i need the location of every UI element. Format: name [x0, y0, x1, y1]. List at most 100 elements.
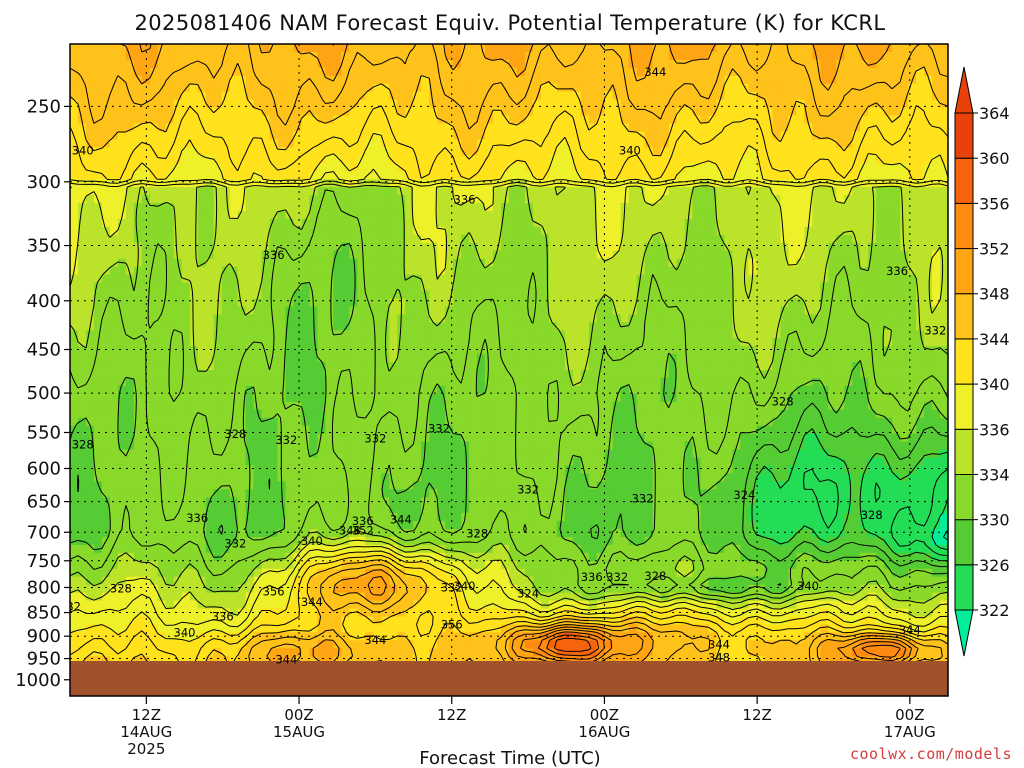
fill-cell — [333, 155, 342, 164]
fill-cell — [357, 147, 366, 156]
fill-cell — [628, 330, 638, 339]
fill-cell — [133, 346, 143, 355]
fill-cell — [892, 298, 901, 307]
fill-cell — [516, 210, 526, 220]
fill-cell — [157, 226, 167, 236]
fill-cell — [820, 83, 829, 93]
fill-cell — [181, 306, 191, 315]
fill-cell — [477, 242, 486, 252]
fill-cell — [876, 83, 885, 93]
fill-cell — [85, 147, 95, 156]
fill-cell — [173, 171, 183, 180]
fill-cell — [588, 306, 598, 315]
fill-cell — [469, 338, 478, 347]
fill-cell — [748, 290, 758, 300]
fill-cell — [540, 155, 550, 164]
fill-cell — [668, 258, 678, 268]
fill-cell — [469, 195, 478, 204]
fill-cell — [596, 218, 606, 228]
fill-cell — [285, 226, 295, 236]
fill-cell — [644, 354, 654, 363]
fill-cell — [844, 314, 853, 323]
fill-cell — [556, 107, 566, 117]
fill-cell — [405, 234, 414, 244]
fill-cell — [365, 274, 374, 284]
fill-cell — [836, 163, 845, 172]
fill-cell — [245, 131, 255, 141]
fill-cell — [852, 218, 861, 228]
fill-cell — [684, 123, 694, 133]
fill-cell — [317, 115, 327, 125]
fill-cell — [421, 385, 430, 395]
fill-cell — [189, 306, 199, 315]
fill-cell — [413, 59, 422, 69]
fill-cell — [189, 393, 199, 403]
fill-cell — [644, 75, 654, 85]
fill-cell — [357, 83, 366, 93]
fill-cell — [676, 139, 686, 148]
fill-cell — [317, 67, 327, 77]
fill-cell — [237, 234, 247, 244]
fill-cell — [564, 354, 574, 363]
fill-cell — [692, 147, 702, 156]
fill-cell — [125, 242, 135, 252]
fill-cell — [397, 258, 406, 268]
fill-cell — [676, 147, 686, 156]
fill-cell — [916, 187, 925, 196]
fill-cell — [157, 298, 167, 307]
fill-cell — [532, 282, 542, 292]
fill-cell — [780, 322, 789, 331]
fill-cell — [277, 250, 287, 260]
fill-cell — [93, 385, 103, 395]
fill-cell — [437, 218, 446, 228]
fill-cell — [141, 298, 151, 307]
fill-cell — [596, 51, 606, 61]
fill-cell — [109, 59, 119, 69]
fill-cell — [277, 147, 287, 156]
fill-cell — [852, 234, 861, 244]
fill-cell — [237, 298, 247, 307]
fill-cell — [501, 282, 510, 292]
fill-cell — [780, 99, 789, 109]
fill-cell — [580, 91, 590, 101]
fill-cell — [173, 322, 183, 331]
fill-cell — [628, 195, 638, 204]
fill-cell — [812, 242, 821, 252]
fill-cell — [365, 139, 374, 148]
fill-cell — [788, 322, 797, 331]
fill-cell — [229, 210, 239, 220]
fill-cell — [181, 226, 191, 236]
fill-cell — [501, 250, 510, 260]
fill-cell — [493, 171, 502, 180]
fill-cell — [245, 274, 255, 284]
fill-cell — [117, 250, 127, 260]
fill-cell — [684, 171, 694, 180]
fill-cell — [756, 91, 766, 101]
fill-cell — [548, 258, 558, 268]
fill-cell — [548, 51, 558, 61]
fill-cell — [333, 123, 342, 133]
fill-cell — [612, 91, 622, 101]
fill-cell — [77, 195, 87, 204]
fill-cell — [157, 155, 167, 164]
fill-cell — [660, 67, 670, 77]
fill-cell — [692, 274, 702, 284]
fill-cell — [341, 75, 350, 85]
fill-cell — [413, 377, 422, 387]
fill-cell — [125, 67, 135, 77]
fill-cell — [660, 354, 670, 363]
fill-cell — [101, 171, 111, 180]
fill-cell — [237, 83, 247, 93]
fill-cell — [916, 226, 925, 236]
fill-cell — [828, 91, 837, 101]
fill-cell — [700, 187, 710, 196]
fill-cell — [397, 234, 406, 244]
fill-cell — [445, 306, 454, 315]
fill-cell — [261, 338, 271, 347]
fill-cell — [381, 123, 390, 133]
fill-cell — [852, 99, 861, 109]
fill-cell — [580, 83, 590, 93]
fill-cell — [716, 362, 726, 371]
fill-cell — [532, 385, 542, 395]
fill-cell — [652, 314, 662, 323]
